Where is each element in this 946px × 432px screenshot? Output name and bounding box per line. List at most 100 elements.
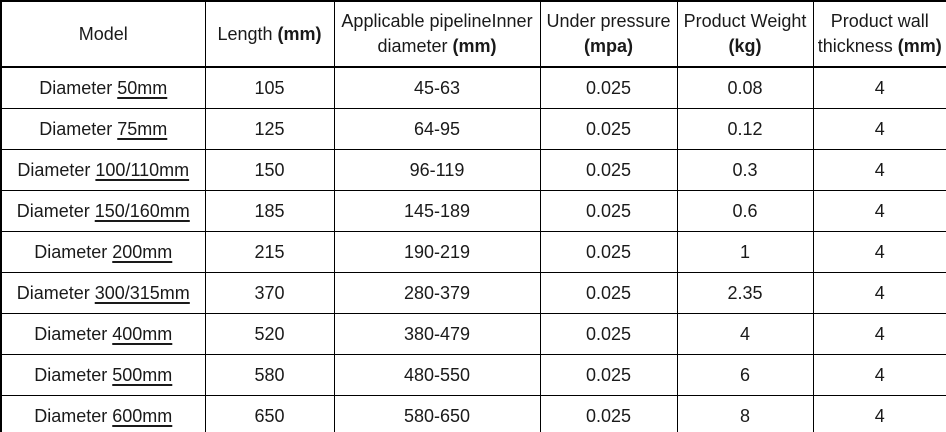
table-body: Diameter 50mm 105 45-63 0.025 0.08 4 Dia…: [0, 66, 946, 432]
wall-thickness-cell: 4: [812, 354, 946, 396]
wall-thickness-cell: 4: [812, 395, 946, 432]
table-row: Diameter 100/110mm 150 96-119 0.025 0.3 …: [0, 149, 946, 191]
pressure-cell: 0.025: [539, 354, 678, 396]
model-cell: Diameter 50mm: [0, 66, 206, 109]
model-prefix: Diameter: [16, 282, 95, 303]
pressure-cell: 0.025: [539, 190, 678, 232]
header-label: Length: [217, 23, 278, 44]
length-cell: 105: [204, 66, 335, 109]
table-row: Diameter 300/315mm 370 280-379 0.025 2.3…: [0, 272, 946, 314]
column-header-model: Model: [0, 0, 206, 68]
header-unit: (kg): [728, 36, 762, 56]
pipe-diameter-cell: 280-379: [333, 272, 541, 314]
weight-cell: 0.3: [676, 149, 814, 191]
header-label: Under pressure: [546, 11, 671, 31]
pressure-cell: 0.025: [539, 313, 678, 355]
weight-cell: 4: [676, 313, 814, 355]
pipe-diameter-cell: 96-119: [333, 149, 541, 191]
header-row: Model Length (mm) Applicable pipelineInn…: [0, 0, 946, 68]
header-unit: (mm): [452, 36, 497, 56]
wall-thickness-cell: 4: [812, 313, 946, 355]
model-prefix: Diameter: [34, 323, 113, 344]
table-row: Diameter 500mm 580 480-550 0.025 6 4: [0, 354, 946, 396]
weight-cell: 6: [676, 354, 814, 396]
table-header: Model Length (mm) Applicable pipelineInn…: [0, 0, 946, 68]
pipe-diameter-cell: 480-550: [333, 354, 541, 396]
pipe-diameter-cell: 380-479: [333, 313, 541, 355]
pipe-diameter-cell: 64-95: [333, 108, 541, 150]
wall-thickness-cell: 4: [812, 149, 946, 191]
model-cell: Diameter 400mm: [0, 313, 206, 355]
column-header-length: Length (mm): [204, 0, 335, 68]
wall-thickness-cell: 4: [812, 190, 946, 232]
model-cell: Diameter 300/315mm: [0, 272, 206, 314]
weight-cell: 0.6: [676, 190, 814, 232]
pressure-cell: 0.025: [539, 108, 678, 150]
model-prefix: Diameter: [39, 118, 118, 139]
header-unit: (mpa): [584, 36, 633, 56]
header-unit: (mm): [277, 23, 322, 44]
header-label: Product wall: [830, 11, 929, 31]
length-cell: 650: [204, 395, 335, 432]
model-prefix: Diameter: [34, 405, 113, 426]
column-header-product-weight: Product Weight (kg): [676, 0, 814, 68]
column-header-under-pressure: Under pressure (mpa): [539, 0, 678, 68]
pressure-cell: 0.025: [539, 149, 678, 191]
column-header-pipeline-diameter: Applicable pipelineInner diameter (mm): [333, 0, 541, 68]
length-cell: 150: [204, 149, 335, 191]
length-cell: 580: [204, 354, 335, 396]
weight-cell: 2.35: [676, 272, 814, 314]
pipe-diameter-cell: 190-219: [333, 231, 541, 273]
length-cell: 125: [204, 108, 335, 150]
model-cell: Diameter 200mm: [0, 231, 206, 273]
pipe-diameter-cell: 580-650: [333, 395, 541, 432]
header-label: Applicable pipelineInner: [341, 11, 533, 31]
weight-cell: 1: [676, 231, 814, 273]
model-size: 500mm: [112, 364, 173, 385]
model-size: 75mm: [117, 118, 168, 139]
pipe-diameter-cell: 145-189: [333, 190, 541, 232]
column-header-wall-thickness: Product wall thickness (mm): [812, 0, 946, 68]
model-cell: Diameter 600mm: [0, 395, 206, 432]
model-prefix: Diameter: [17, 159, 96, 180]
pressure-cell: 0.025: [539, 231, 678, 273]
length-cell: 185: [204, 190, 335, 232]
model-cell: Diameter 500mm: [0, 354, 206, 396]
pipe-diameter-cell: 45-63: [333, 66, 541, 109]
model-size: 150/160mm: [94, 200, 190, 221]
weight-cell: 8: [676, 395, 814, 432]
model-size: 50mm: [117, 77, 168, 98]
table-row: Diameter 150/160mm 185 145-189 0.025 0.6…: [0, 190, 946, 232]
model-size: 400mm: [112, 323, 173, 344]
model-cell: Diameter 150/160mm: [0, 190, 206, 232]
wall-thickness-cell: 4: [812, 272, 946, 314]
wall-thickness-cell: 4: [812, 108, 946, 150]
model-cell: Diameter 100/110mm: [0, 149, 206, 191]
table-row: Diameter 600mm 650 580-650 0.025 8 4: [0, 395, 946, 432]
header-label: thickness: [817, 36, 898, 56]
model-size: 100/110mm: [95, 159, 190, 180]
pressure-cell: 0.025: [539, 272, 678, 314]
weight-cell: 0.12: [676, 108, 814, 150]
table-row: Diameter 200mm 215 190-219 0.025 1 4: [0, 231, 946, 273]
model-size: 200mm: [112, 241, 173, 262]
model-cell: Diameter 75mm: [0, 108, 206, 150]
length-cell: 520: [204, 313, 335, 355]
header-unit: (mm): [897, 36, 942, 56]
pressure-cell: 0.025: [539, 395, 678, 432]
table-row: Diameter 75mm 125 64-95 0.025 0.12 4: [0, 108, 946, 150]
model-prefix: Diameter: [34, 364, 113, 385]
model-prefix: Diameter: [16, 200, 95, 221]
header-label: Model: [78, 23, 128, 44]
table-row: Diameter 50mm 105 45-63 0.025 0.08 4: [0, 66, 946, 109]
table-row: Diameter 400mm 520 380-479 0.025 4 4: [0, 313, 946, 355]
header-label: diameter: [377, 36, 453, 56]
model-prefix: Diameter: [39, 77, 118, 98]
pressure-cell: 0.025: [539, 66, 678, 109]
model-prefix: Diameter: [34, 241, 113, 262]
wall-thickness-cell: 4: [812, 66, 946, 109]
wall-thickness-cell: 4: [812, 231, 946, 273]
header-label: Product Weight: [683, 11, 807, 31]
